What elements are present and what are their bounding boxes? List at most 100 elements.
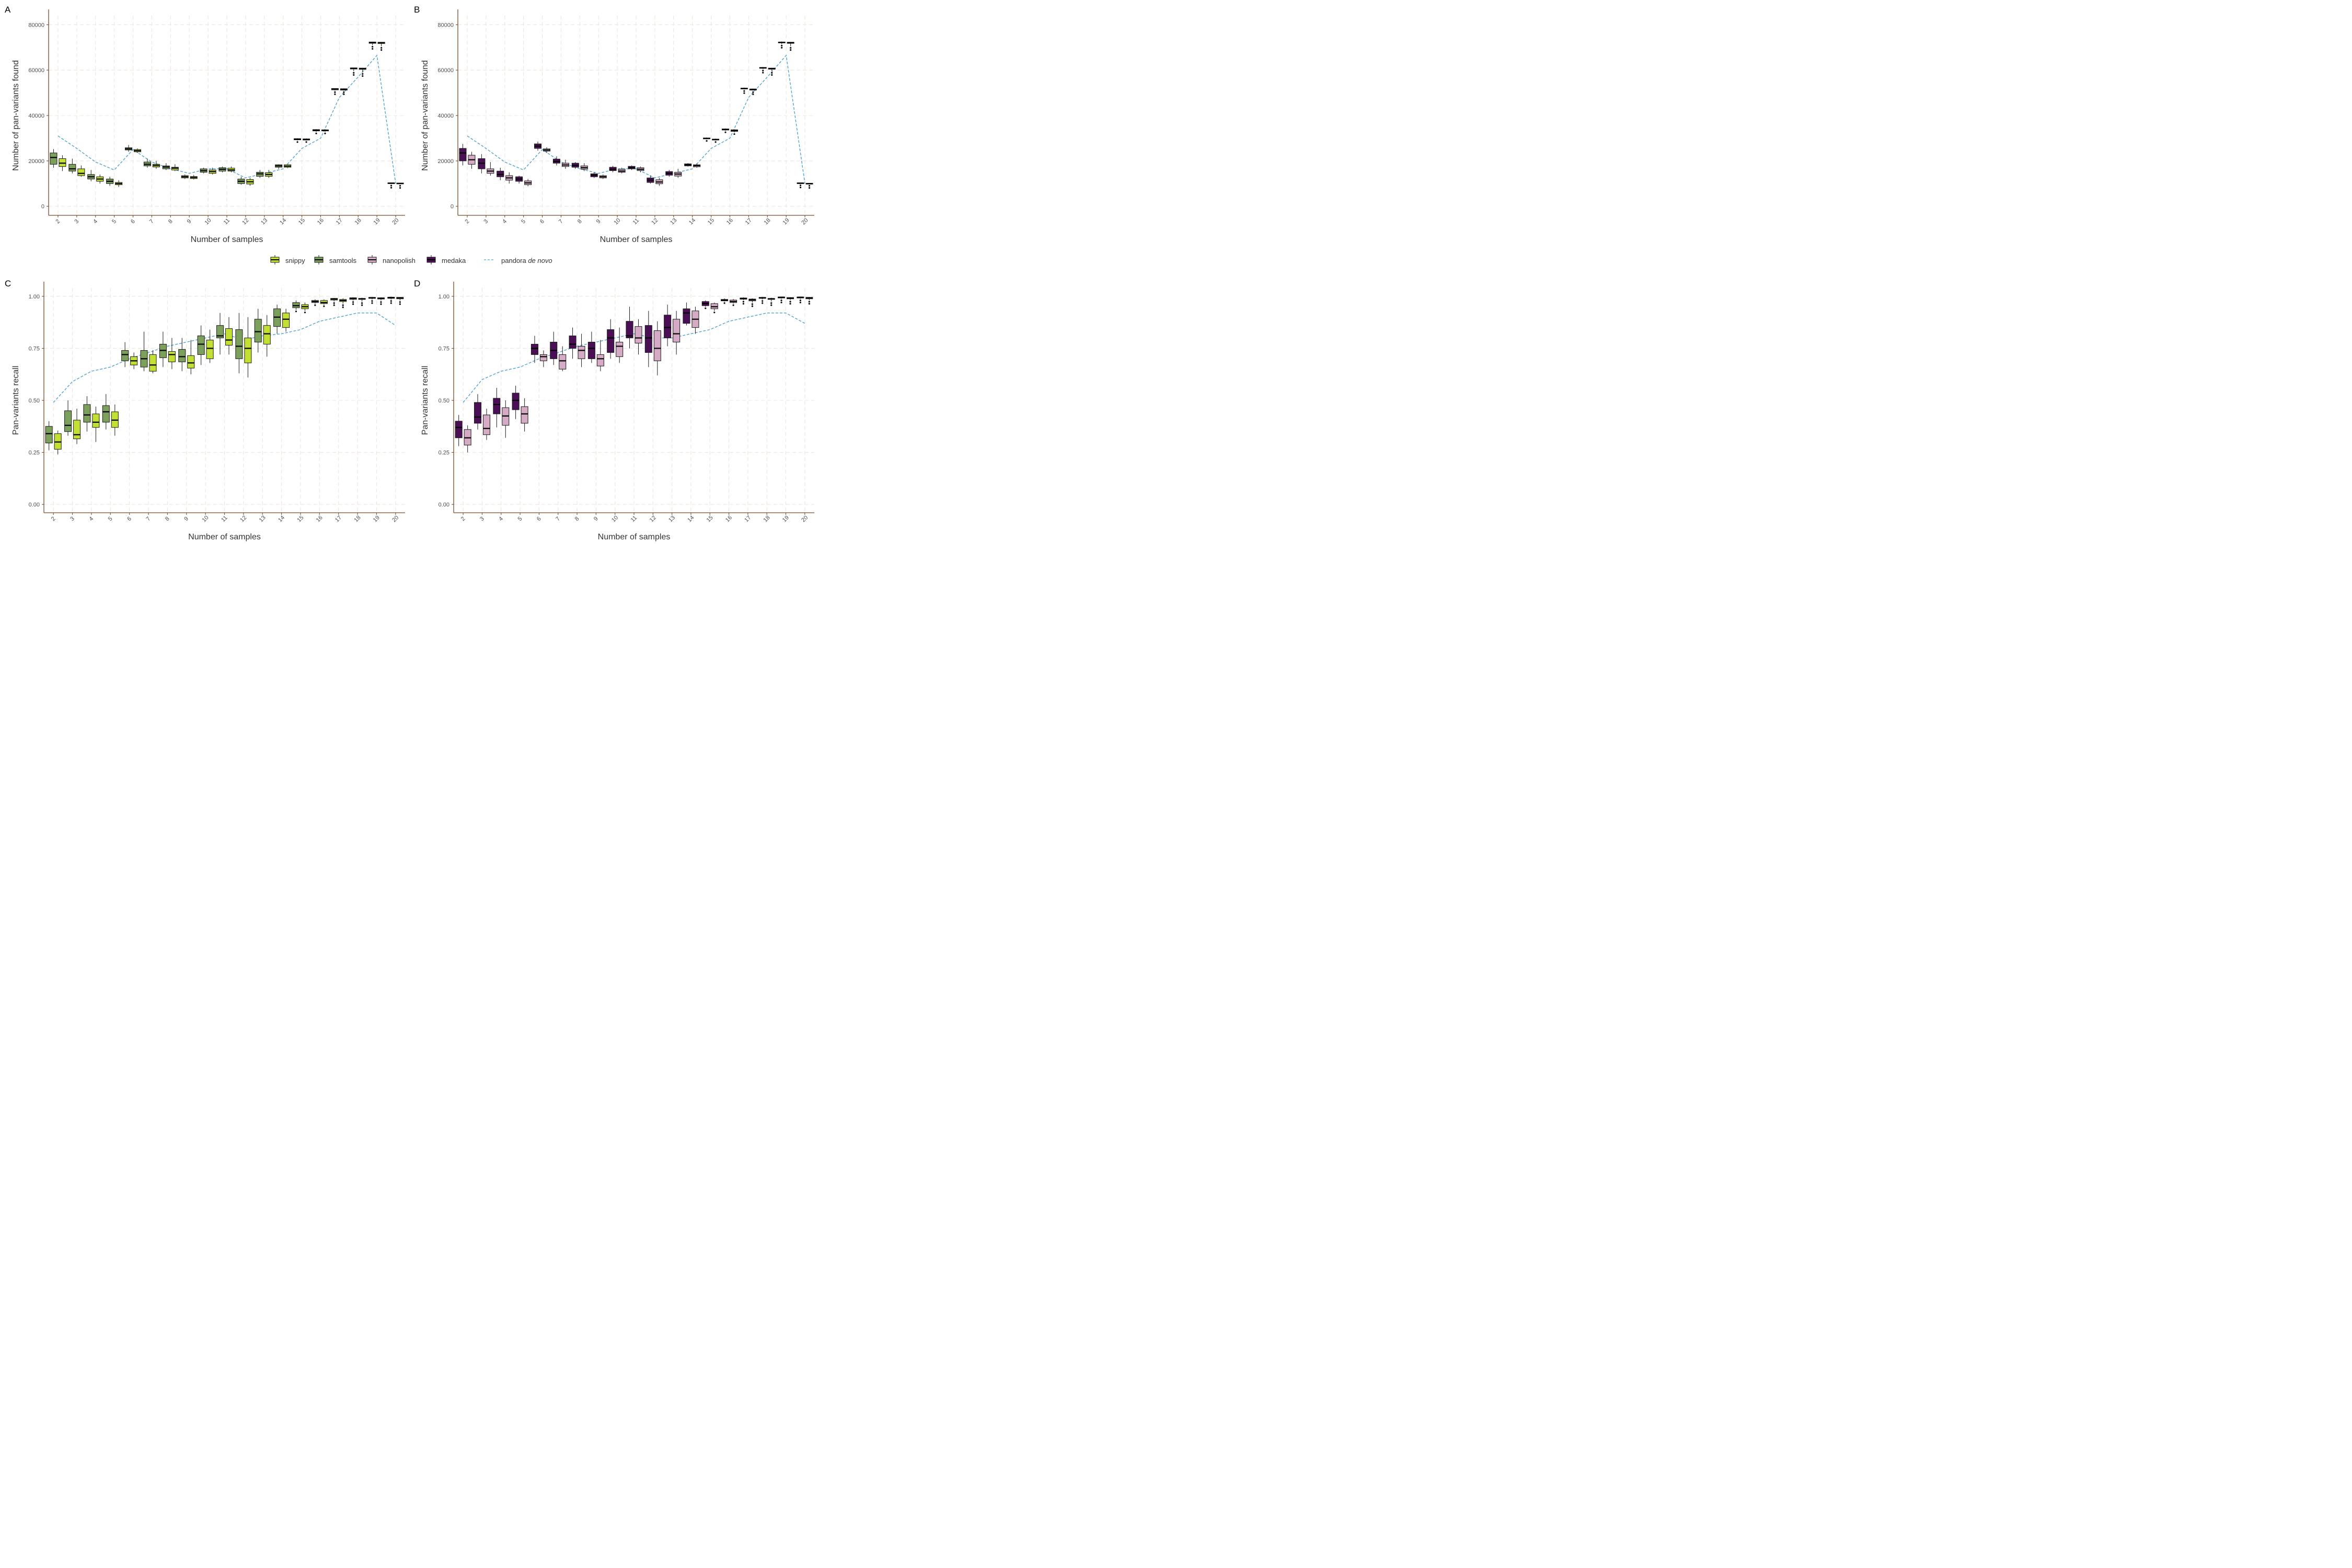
box-snippy-16 xyxy=(320,299,328,307)
outlier-point xyxy=(762,72,764,74)
box-samtools-17 xyxy=(331,88,339,95)
y-axis-title: Number of pan-variants found xyxy=(11,60,20,171)
box-medaka-20 xyxy=(797,296,804,304)
box-snippy-18 xyxy=(358,297,366,306)
y-axis-title: Pan-variants recall xyxy=(11,366,20,435)
box-snippy-6 xyxy=(130,352,138,370)
x-tick-label: 3 xyxy=(479,516,486,523)
x-axis-title: Number of samples xyxy=(600,235,673,244)
box-medaka-12 xyxy=(644,310,652,367)
x-tick-label: 5 xyxy=(111,218,118,225)
box-snippy-12 xyxy=(244,317,252,378)
x-tick-label: 11 xyxy=(220,515,229,524)
x-tick-label: 8 xyxy=(577,218,583,225)
box-body xyxy=(225,328,233,345)
outlier-point xyxy=(390,300,392,302)
box-samtools-12 xyxy=(237,177,245,185)
x-tick-label: 4 xyxy=(92,218,99,225)
box-body xyxy=(235,329,243,359)
box-snippy-8 xyxy=(171,164,179,171)
box-samtools-14 xyxy=(273,304,281,334)
box-body xyxy=(168,351,176,362)
outlier-point xyxy=(342,304,344,306)
outlier-point xyxy=(808,185,811,187)
x-tick-label: 3 xyxy=(69,516,76,523)
box-body xyxy=(121,350,129,361)
x-tick-label: 6 xyxy=(536,516,543,523)
box-body xyxy=(673,319,681,343)
x-tick-label: 2 xyxy=(54,218,61,225)
x-tick-label: 19 xyxy=(373,217,382,226)
x-tick-label: 16 xyxy=(725,217,734,226)
y-tick-label: 1.00 xyxy=(439,294,449,300)
outlier-point xyxy=(752,91,754,93)
outlier-point xyxy=(399,187,401,189)
x-tick-label: 2 xyxy=(50,516,57,523)
box-snippy-13 xyxy=(263,315,271,357)
y-tick-label: 80000 xyxy=(28,22,44,28)
box-snippy-7 xyxy=(152,160,160,169)
x-tick-label: 7 xyxy=(558,218,564,225)
y-tick-labels: 0.00 0.25 0.50 0.75 1.00 xyxy=(29,294,40,508)
y-tick-label: 0.00 xyxy=(439,502,449,508)
x-tick-label: 19 xyxy=(781,514,790,523)
box-body xyxy=(616,342,624,357)
box-medaka-7 xyxy=(552,156,560,166)
box-snippy-20 xyxy=(396,297,404,305)
outlier-point xyxy=(808,301,810,303)
x-tick-label: 17 xyxy=(744,217,753,226)
box-body xyxy=(254,319,262,343)
box-medaka-8 xyxy=(571,162,579,169)
x-tick-label: 17 xyxy=(334,514,343,523)
outlier-point xyxy=(790,47,792,49)
outlier-point xyxy=(762,302,764,304)
x-tick-labels: 2 3 4 5 6 7 8 9 10 11 12 13 14 15 16 17 18 19 20 xyxy=(460,514,810,523)
box-snippy-8 xyxy=(168,338,176,370)
y-tick-labels: 0 20000 40000 60000 80000 xyxy=(28,22,44,210)
x-tick-label: 13 xyxy=(669,217,678,226)
x-tick-label: 14 xyxy=(277,514,286,523)
y-tick-label: 60000 xyxy=(437,67,454,74)
legend: snippy samtools nanopolish medaka pandor… xyxy=(270,255,552,264)
box-snippy-7 xyxy=(149,350,157,374)
box-snippy-19 xyxy=(377,297,385,305)
box-samtools-14 xyxy=(275,164,283,169)
x-tick-label: 2 xyxy=(464,218,470,225)
outlier-point xyxy=(324,132,326,134)
box-body xyxy=(282,313,290,328)
box-nanopolish-5 xyxy=(524,179,532,187)
outlier-point xyxy=(380,303,382,305)
x-tick-label: 16 xyxy=(724,514,733,523)
box-snippy-2 xyxy=(59,155,66,171)
box-snippy-2 xyxy=(54,430,62,455)
box-layer xyxy=(455,296,813,453)
box-snippy-4 xyxy=(96,174,104,184)
box-nanopolish-4 xyxy=(502,400,510,438)
box-medaka-2 xyxy=(459,144,467,166)
gridlines xyxy=(44,288,405,513)
box-snippy-5 xyxy=(111,404,119,436)
box-body xyxy=(664,315,672,339)
box-nanopolish-3 xyxy=(482,408,490,440)
box-nanopolish-14 xyxy=(691,306,699,334)
box-layer xyxy=(45,296,404,455)
x-tick-label: 13 xyxy=(260,217,269,226)
legend-item-snippy: snippy xyxy=(270,255,305,264)
y-tick-label: 20000 xyxy=(437,158,454,165)
box-body xyxy=(587,342,595,359)
box-nanopolish-7 xyxy=(561,159,569,169)
outlier-point xyxy=(372,48,374,50)
y-tick-label: 0 xyxy=(41,204,44,210)
box-body xyxy=(206,340,214,359)
y-tick-label: 0.50 xyxy=(29,398,40,404)
outlier-point xyxy=(296,141,298,143)
box-medaka-9 xyxy=(590,172,598,178)
box-nanopolish-9 xyxy=(596,340,604,372)
box-snippy-20 xyxy=(396,182,404,189)
x-tick-label: 19 xyxy=(372,514,381,523)
outlier-point xyxy=(361,304,363,306)
box-samtools-18 xyxy=(349,297,357,305)
outlier-point xyxy=(713,312,716,314)
outlier-point xyxy=(390,185,393,187)
box-nanopolish-15 xyxy=(710,302,718,314)
